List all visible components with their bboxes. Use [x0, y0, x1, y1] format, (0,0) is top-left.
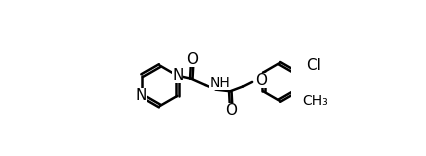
Text: N: N: [135, 88, 147, 103]
Text: O: O: [225, 103, 236, 118]
Text: O: O: [186, 52, 198, 67]
Text: N: N: [172, 68, 183, 83]
Text: NH: NH: [209, 76, 230, 90]
Text: O: O: [254, 73, 266, 88]
Text: CH₃: CH₃: [302, 94, 328, 108]
Text: Cl: Cl: [305, 58, 320, 73]
